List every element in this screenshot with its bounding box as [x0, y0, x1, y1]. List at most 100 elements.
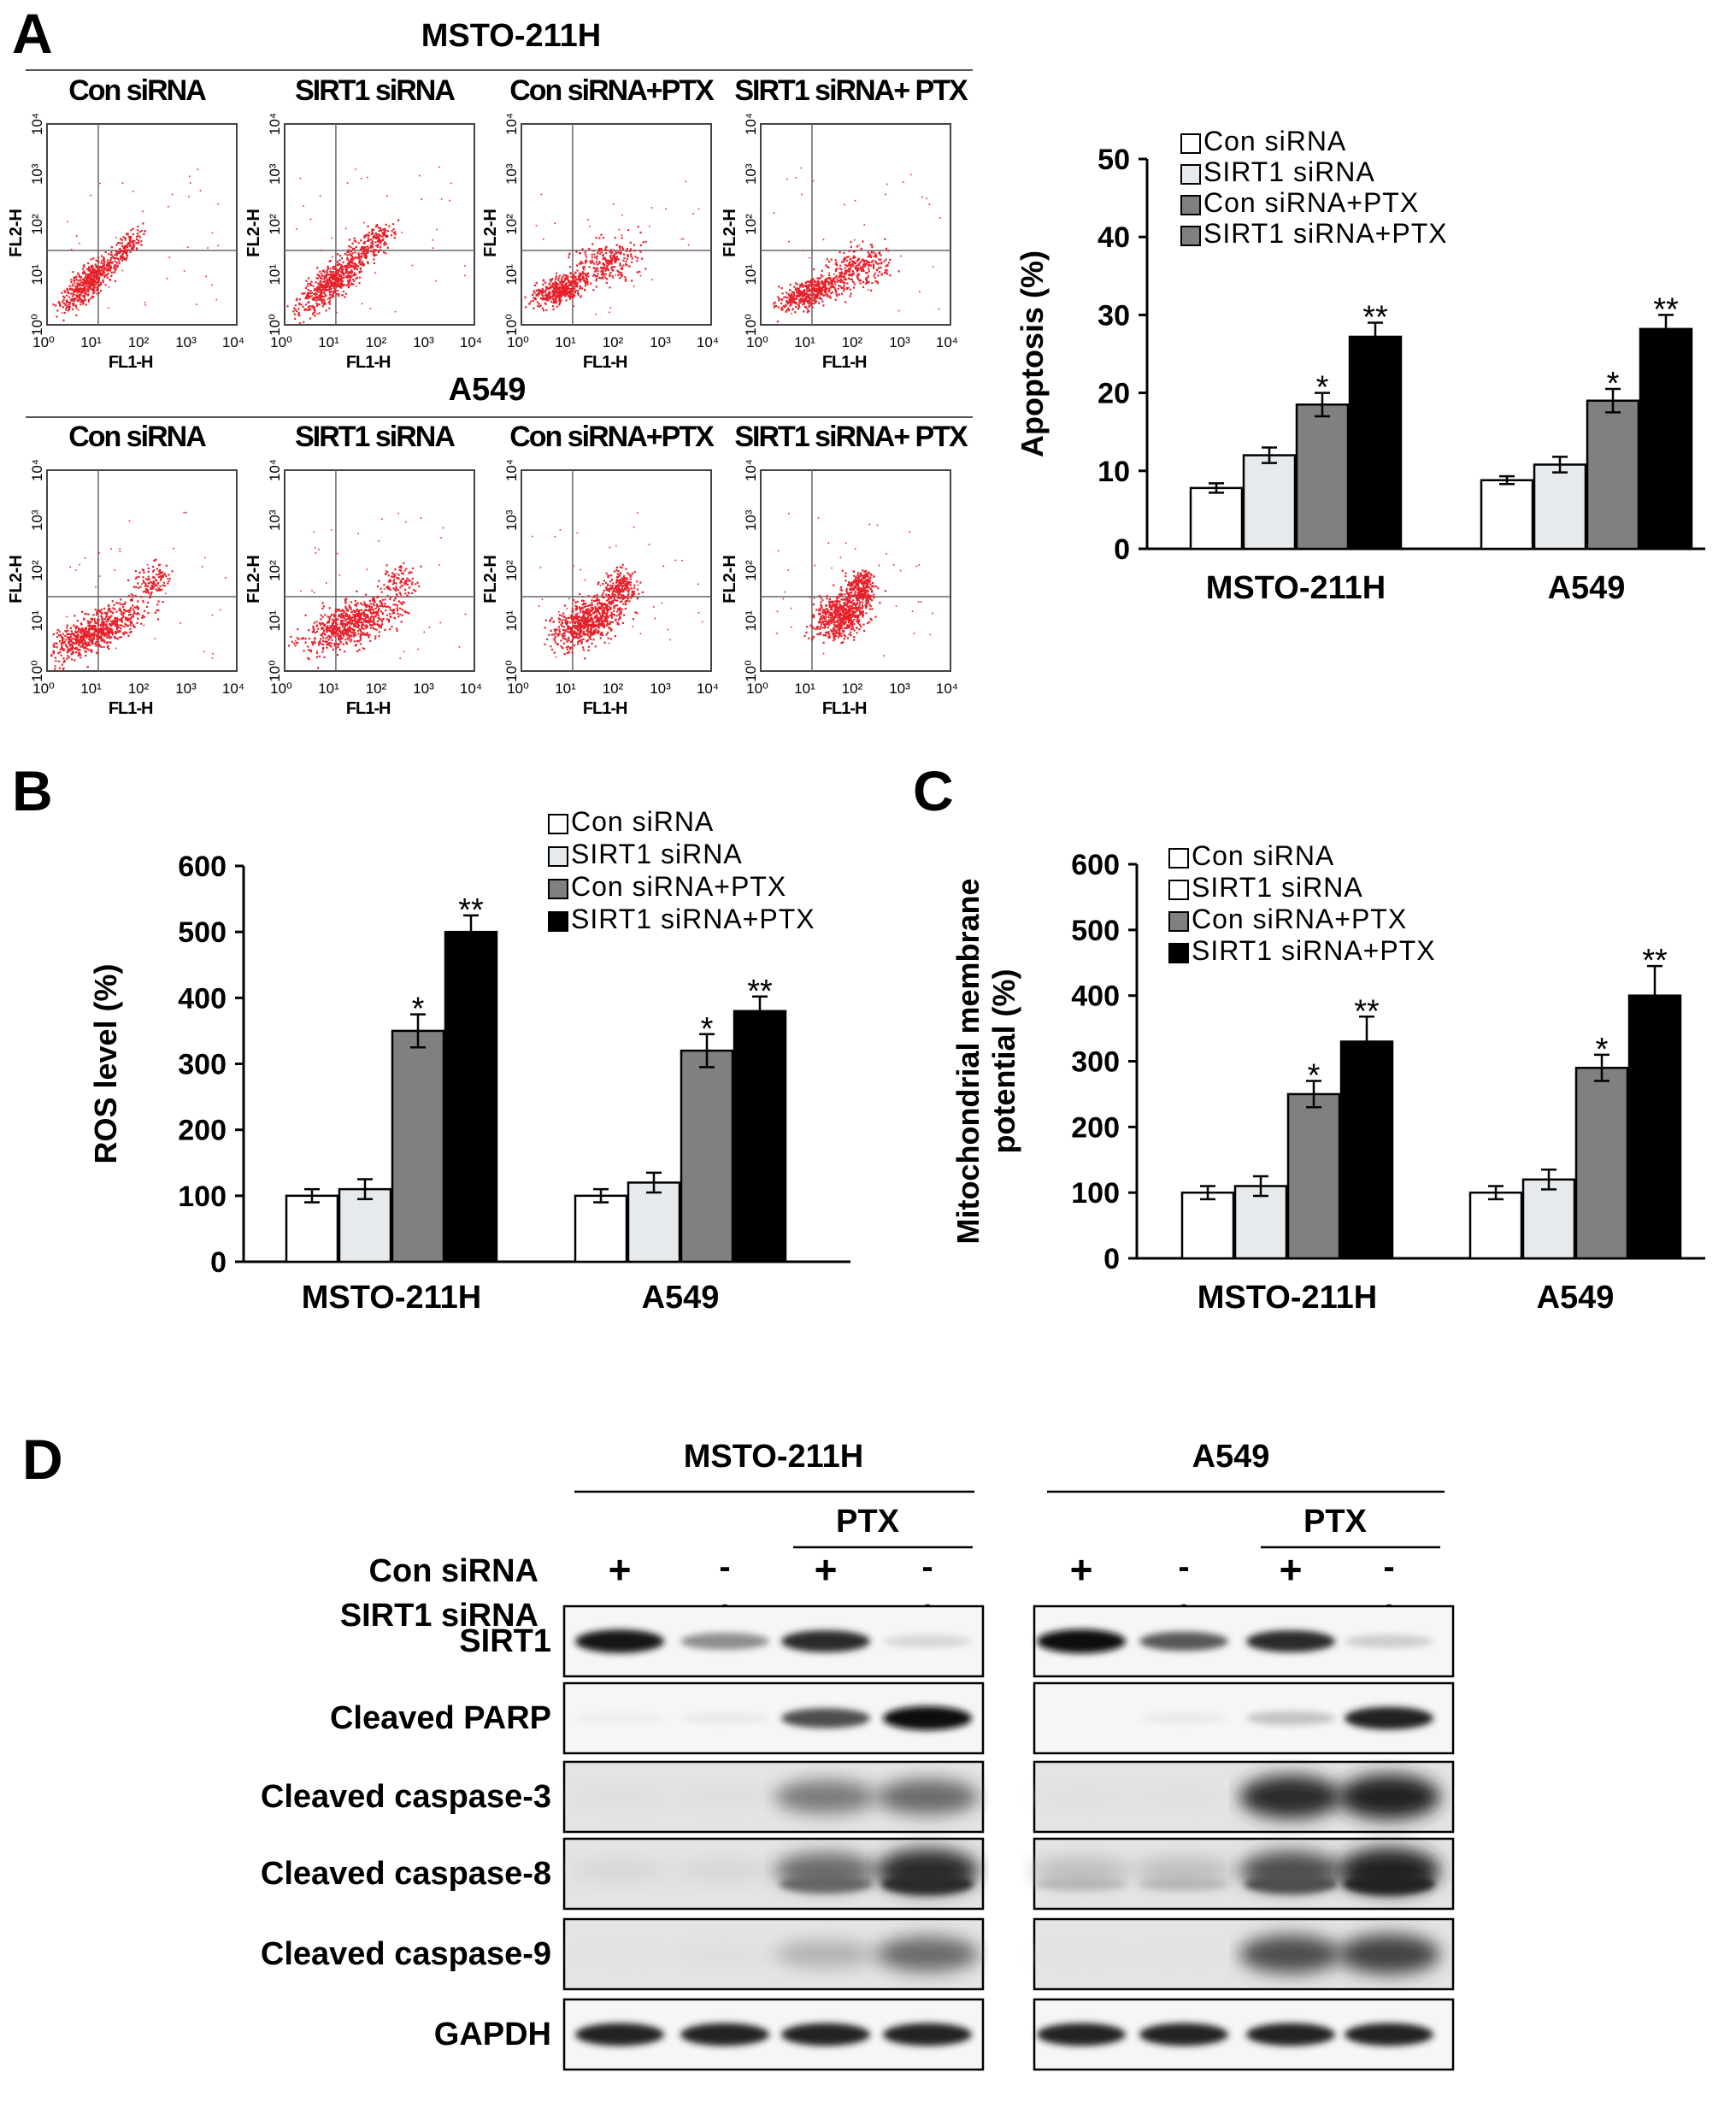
legend-label: SIRT1 siRNA — [1192, 872, 1363, 903]
y-tick-label: 10⁰ — [267, 660, 283, 682]
band — [876, 1779, 979, 1815]
condition-sign: + — [1280, 1547, 1303, 1592]
error-bar — [1488, 1185, 1504, 1201]
x-axis-label: FL1-H — [822, 699, 867, 718]
x-tick-label: 10³ — [889, 334, 910, 350]
y-tick-label: 10² — [743, 560, 759, 581]
error-bar — [1605, 387, 1621, 414]
band — [781, 1708, 870, 1728]
x-tick-label: 10⁴ — [222, 334, 244, 350]
bar — [1468, 1191, 1523, 1260]
protein-label: Cleaved PARP — [330, 1700, 551, 1736]
y-tick-label: 500 — [1071, 915, 1120, 947]
band — [1138, 1876, 1230, 1892]
bar — [1521, 1178, 1576, 1260]
error-bar — [1499, 474, 1515, 486]
x-tick-label: 10² — [128, 680, 150, 697]
category-label: MSTO-211H — [1206, 570, 1386, 606]
band — [1037, 1629, 1126, 1653]
band — [883, 2023, 972, 2046]
significance-mark: * — [412, 992, 425, 1028]
error-bar — [699, 1033, 715, 1069]
y-tick-label: 400 — [178, 982, 227, 1015]
x-tick-label: 10⁰ — [746, 680, 768, 697]
legend-label: Con siRNA+PTX — [571, 871, 786, 902]
panel-c-letter: C — [913, 759, 954, 822]
condition-sign: - — [719, 1548, 730, 1586]
x-tick-label: 10¹ — [555, 334, 576, 350]
y-tick-label: 200 — [178, 1115, 227, 1147]
blot-cell-line-label: A549 — [1192, 1439, 1270, 1475]
x-tick-label: 10⁴ — [936, 680, 958, 697]
bar — [1295, 403, 1350, 551]
flow-dots — [286, 166, 466, 324]
x-axis-label: FL1-H — [346, 699, 391, 718]
band — [568, 1859, 671, 1881]
y-tick-label: 10² — [503, 214, 520, 235]
legend-label: SIRT1 siRNA — [1203, 156, 1375, 187]
protein-label: GAPDH — [434, 2017, 551, 2052]
flow-dot-cloud — [286, 166, 466, 324]
x-tick-label: 10³ — [889, 680, 910, 697]
x-tick-label: 10⁴ — [697, 680, 719, 697]
x-tick-label: 10⁰ — [32, 334, 55, 350]
flow-dot-cloud — [287, 512, 467, 669]
y-tick-label: 10³ — [743, 163, 759, 185]
legend-swatch — [1180, 133, 1201, 154]
y-tick-label: 10² — [29, 214, 45, 235]
band — [883, 1634, 972, 1648]
flow-plot-title: Con siRNA — [68, 74, 206, 107]
flow-plot-frame — [760, 123, 951, 326]
band — [1035, 1876, 1127, 1892]
bar — [733, 1010, 787, 1263]
legend-label: Con siRNA — [1192, 840, 1334, 871]
x-tick-label: 10³ — [650, 334, 671, 350]
band — [1345, 1634, 1433, 1648]
x-axis-label: FL1-H — [109, 699, 153, 718]
y-tick-label: 10³ — [503, 509, 520, 531]
flow-dots — [287, 512, 467, 669]
x-axis-label: FL1-H — [346, 353, 391, 372]
legend-swatch — [548, 879, 568, 899]
flow-dots — [532, 512, 703, 660]
panel-c: C 0 100 200 300 400 500 600 Mitochondrial membr… — [913, 759, 1705, 1316]
bar — [444, 930, 498, 1263]
legend-swatch — [1168, 943, 1189, 963]
y-tick-label: 10² — [267, 214, 283, 235]
x-tick-label: 10¹ — [794, 334, 815, 350]
bar — [1339, 1040, 1394, 1260]
band — [575, 1712, 664, 1724]
band — [1338, 1774, 1440, 1820]
x-tick-label: 10² — [842, 334, 863, 350]
y-axis-label: FL2-H — [7, 555, 26, 604]
y-tick-label: 10² — [743, 214, 759, 235]
x-tick-label: 10¹ — [318, 680, 339, 697]
legend-swatch — [1180, 226, 1201, 246]
band — [568, 1787, 671, 1807]
legend-swatch — [1168, 848, 1189, 869]
legend-swatch — [1168, 880, 1189, 900]
band — [1133, 1787, 1235, 1807]
x-tick-label: 10⁰ — [270, 680, 292, 697]
error-bar — [1368, 321, 1383, 337]
x-axis-label: FL1-H — [109, 353, 153, 372]
x-tick-label: 10¹ — [318, 334, 339, 350]
y-tick-label: 10¹ — [743, 264, 759, 286]
flow-dot-cloud — [773, 167, 941, 323]
error-bar — [463, 914, 479, 933]
y-tick-label: 10¹ — [743, 610, 759, 632]
band — [1030, 1787, 1133, 1807]
band — [575, 1629, 664, 1653]
bar — [1480, 479, 1534, 551]
band — [568, 1945, 671, 1964]
y-axis-label: Apoptosis (%) — [1015, 250, 1050, 457]
x-axis-label: FL1-H — [583, 353, 627, 372]
